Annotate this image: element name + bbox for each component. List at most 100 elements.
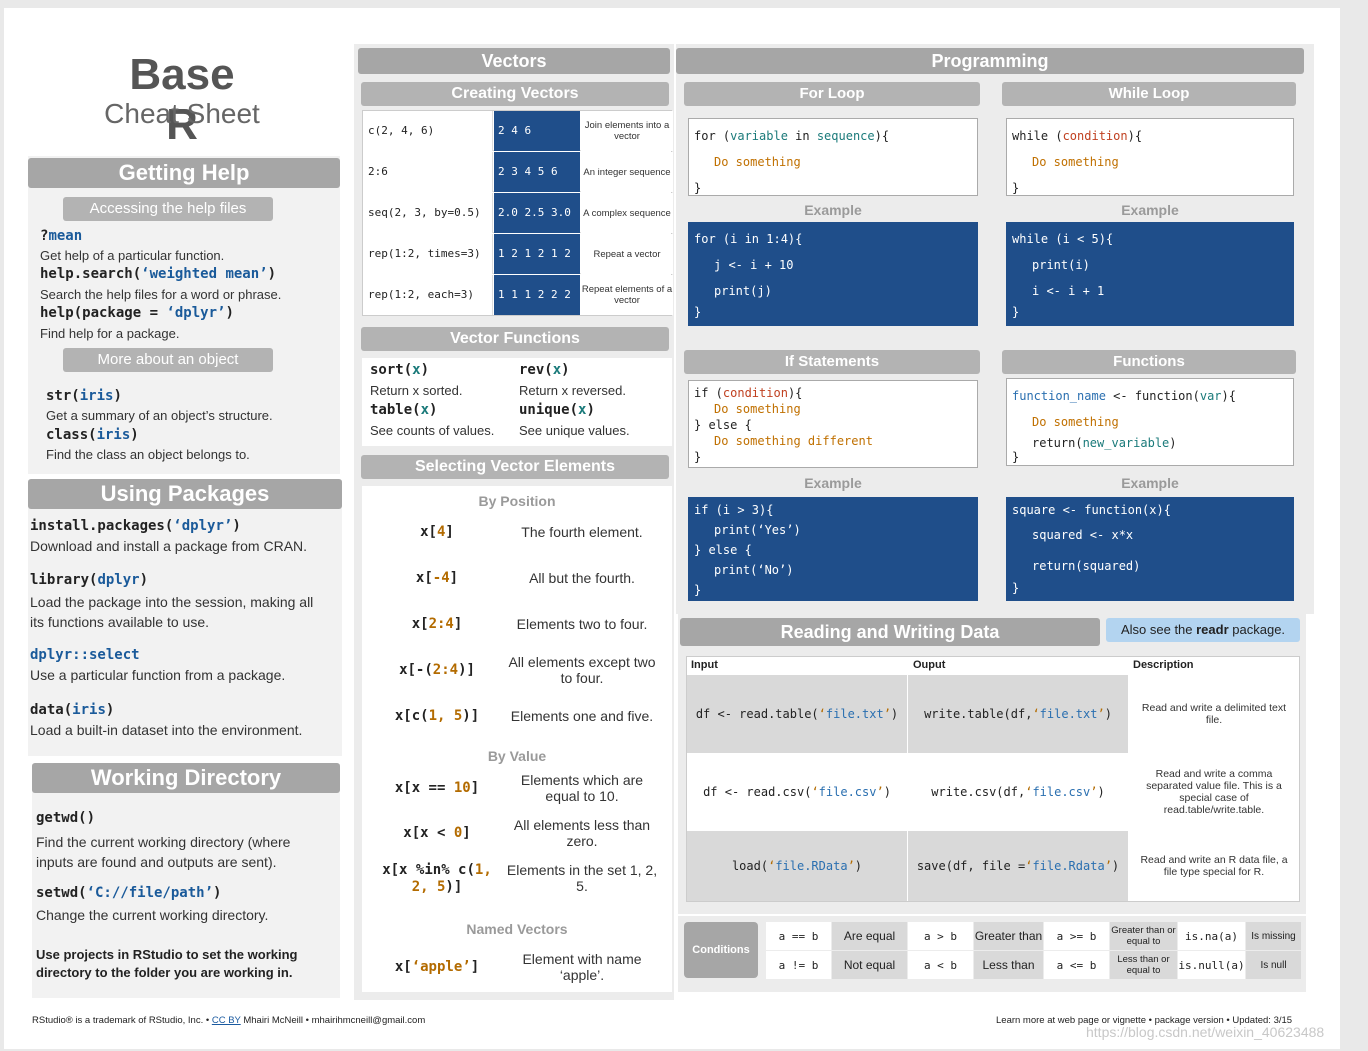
help-item-1-desc: Get help of a particular function. <box>40 248 225 263</box>
if-ex-line4: print(‘No’) <box>714 563 794 577</box>
cc-by-link[interactable]: CC BY <box>211 1015 241 1026</box>
if-ex-line5: } <box>694 583 702 597</box>
by-position-desc: All elements except two to four. <box>508 654 656 686</box>
condition-desc: Less than or equal to <box>1110 951 1177 979</box>
pkg-item-4-code: data(iris) <box>30 702 115 718</box>
if-ex-line2: print(‘Yes’) <box>714 523 801 537</box>
by-position-code: x[c(1, 5)] <box>394 708 480 724</box>
for-ex-line3: print(j) <box>714 284 772 298</box>
condition-code: a <= b <box>1044 951 1109 979</box>
by-value-list: x[x == 10] Elements which are equal to 10… <box>362 772 672 912</box>
named-item-desc: Element with name ‘apple’. <box>522 951 642 983</box>
by-position-row: x[c(1, 5)] Elements one and five. <box>362 700 672 740</box>
by-value-desc: Elements which are equal to 10. <box>520 772 644 804</box>
help-item-1-code: ?mean <box>40 228 83 244</box>
fn-ex-line3: return(squared) <box>1032 559 1141 573</box>
vector-row-1: c(2, 4, 6) 2 4 6 Join elements into a ve… <box>363 111 673 151</box>
vector-row-desc: A complex sequence <box>581 193 673 233</box>
title-sub: Cheat Sheet <box>104 98 260 129</box>
readr-note: Also see the readr package. <box>1106 618 1300 642</box>
wd-item-2-code: setwd(‘C://file/path’) <box>36 885 222 901</box>
by-value-row: x[x %in% c(1, 2, 5)] Elements in the set … <box>362 862 672 902</box>
object-item-2-desc: Find the class an object belongs to. <box>46 447 250 462</box>
pkg-item-2-desc: Load the package into the session, makin… <box>30 594 314 630</box>
if-line5: } <box>694 450 702 464</box>
object-item-1-code: str(iris) <box>46 388 122 404</box>
fn-unique-desc: See unique values. <box>519 423 630 438</box>
fn-ex-line2: squared <- x*x <box>1032 528 1134 542</box>
by-position-row: x[2:4] Elements two to four. <box>362 608 672 648</box>
condition-code: a != b <box>766 951 831 979</box>
by-value-desc: Elements in the set 1, 2, 5. <box>506 862 658 894</box>
condition-desc: Is missing <box>1246 922 1301 950</box>
function-line3: return(new_variable) <box>1032 436 1177 450</box>
for-loop-syntax: for (variable in sequence){ Do something… <box>688 118 978 196</box>
help-item-2-desc: Search the help files for a word or phra… <box>40 287 282 302</box>
function-example: square <- function(x){ squared <- x*x re… <box>1006 497 1294 601</box>
by-value-code: x[x < 0] <box>403 825 471 841</box>
by-position-desc: All but the fourth. <box>529 570 635 586</box>
fn-rev: rev(x) <box>519 362 570 378</box>
condition-desc: Less than <box>974 951 1043 979</box>
fn-table-desc: See counts of values. <box>370 423 495 438</box>
wd-note: Use projects in RStudio to set the worki… <box>36 947 298 980</box>
while-ex-line1: while (i < 5){ <box>1012 232 1114 246</box>
vector-row-code: c(2, 4, 6) <box>363 111 493 151</box>
rw-table: Input Ouput Description df <- read.table… <box>686 656 1300 902</box>
if-line4: Do something different <box>714 434 873 448</box>
watermark: https://blog.csdn.net/weixin_40623488 <box>1086 1024 1325 1040</box>
pkg-item-2-code: library(dplyr) <box>30 572 149 588</box>
named-vectors-label: Named Vectors <box>466 921 568 937</box>
for-ex-line4: } <box>694 305 702 319</box>
while-loop-example: while (i < 5){ print(i) i <- i + 1 } <box>1006 222 1294 326</box>
by-value-label: By Value <box>487 748 547 764</box>
help-item-2-code: help.search(‘weighted mean’) <box>40 266 277 282</box>
vector-row-5: rep(1:2, each=3) 1 1 1 2 2 2 Repeat elem… <box>363 275 673 315</box>
rw-row1-output: write.table(df, ‘file.txt’) <box>908 675 1128 753</box>
by-value-desc: All elements less than zero. <box>513 817 651 849</box>
if-ex-line3: } else { <box>694 543 752 557</box>
for-loop-example-label: Example <box>804 202 862 218</box>
if-line3: } else { <box>694 418 752 432</box>
rw-row2-desc: Read and write a comma separated value f… <box>1129 755 1299 829</box>
vector-row-2: 2:6 2 3 4 5 6 An integer sequence <box>363 152 673 192</box>
selecting-box <box>362 486 672 992</box>
for-ex-line2: j <- i + 10 <box>714 258 794 272</box>
condition-desc: Not equal <box>832 951 907 979</box>
while-loop-line1: while (condition){ <box>1012 129 1143 143</box>
fn-ex-line1: square <- function(x){ <box>1012 503 1171 517</box>
while-ex-line3: i <- i + 1 <box>1032 284 1105 298</box>
using-packages-header: Using Packages <box>28 479 342 509</box>
rw-col-input: Input <box>691 659 718 671</box>
if-ex-line1: if (i > 3){ <box>694 503 774 517</box>
vector-row-code: 2:6 <box>363 152 493 192</box>
programming-header: Programming <box>676 48 1304 74</box>
by-value-code: x[x %in% c(1, 2, 5)] <box>382 862 492 895</box>
rw-row1-desc: Read and write a delimited text file. <box>1129 675 1299 753</box>
while-loop-line2: Do something <box>1032 155 1119 169</box>
vector-row-desc: Repeat elements of a vector <box>581 275 673 315</box>
function-line1: function_name <- function(var){ <box>1012 389 1236 403</box>
rw-col-desc: Description <box>1133 659 1194 671</box>
cheat-sheet-page: Base R Cheat Sheet Getting Help Accessin… <box>4 8 1340 1049</box>
vector-row-3: seq(2, 3, by=0.5) 2.0 2.5 3.0 A complex … <box>363 193 673 233</box>
for-loop-header: For Loop <box>684 82 980 106</box>
condition-desc: Greater than <box>974 922 1043 950</box>
pkg-item-4-desc: Load a built-in dataset into the environ… <box>30 722 303 738</box>
object-item-2-code: class(iris) <box>46 427 139 443</box>
vectors-header: Vectors <box>358 48 670 74</box>
rw-row3-input: load(‘file.RData’) <box>687 831 907 901</box>
named-item: x[‘apple’] Element with name ‘apple’. <box>362 951 672 991</box>
by-value-code: x[x == 10] <box>394 780 480 796</box>
accessing-help-subheader: Accessing the help files <box>63 197 273 221</box>
by-position-desc: Elements one and five. <box>510 708 654 724</box>
conditions-grid: a == b Are equal a > b Greater than a >= b Gr… <box>766 922 1301 980</box>
if-statements-header: If Statements <box>684 350 980 374</box>
vector-row-result: 1 2 1 2 1 2 <box>494 234 580 274</box>
for-loop-example: for (i in 1:4){ j <- i + 10 print(j) } <box>688 222 978 326</box>
vector-row-desc: Join elements into a vector <box>581 111 673 151</box>
wd-item-2-desc: Change the current working directory. <box>36 907 269 923</box>
condition-code: is.null(a) <box>1178 951 1245 979</box>
by-position-row: x[-4] All but the fourth. <box>362 562 672 602</box>
reading-writing-header: Reading and Writing Data <box>680 618 1100 646</box>
